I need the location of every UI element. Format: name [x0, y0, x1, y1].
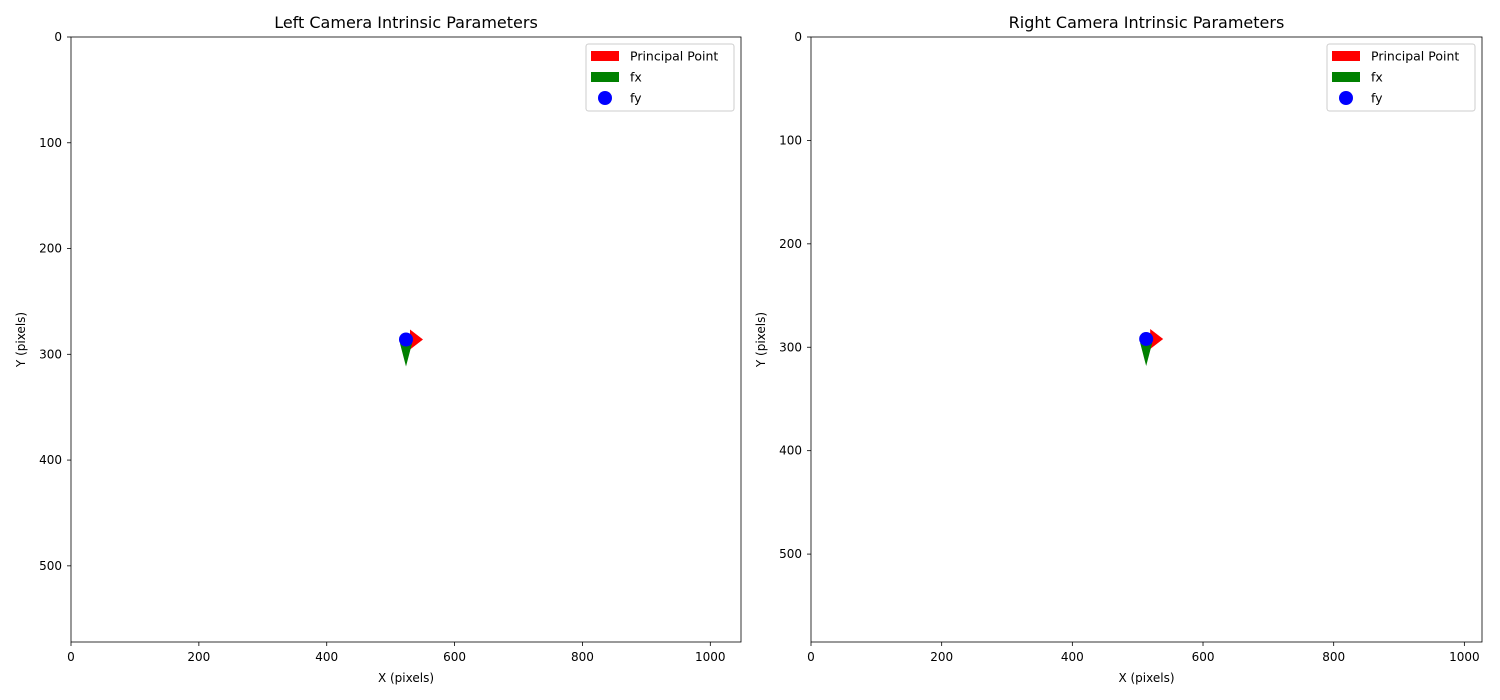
right-camera-fx-arrow: [1140, 338, 1153, 366]
left-camera-y-tick-label: 400: [39, 453, 62, 467]
right-camera-legend-swatch-fx: [1332, 72, 1360, 82]
right-camera-panel: 0 200 400 600 800 1000 0 100 200 300 400 500 X (pixe…: [754, 13, 1483, 685]
left-camera-legend-label: fx: [630, 70, 642, 85]
right-camera-legend-label: fx: [1371, 70, 1383, 85]
right-camera-chart-title: Right Camera Intrinsic Parameters: [1009, 13, 1285, 32]
left-camera-x-axis-label: X (pixels): [378, 671, 434, 685]
right-camera-legend-box: [1326, 43, 1476, 112]
right-camera-x-tick-label: 800: [1322, 650, 1345, 664]
right-camera-y-tick-label: 100: [779, 133, 802, 147]
left-camera-fy-point: [399, 332, 413, 347]
left-camera-y-tick-label: 0: [54, 30, 62, 44]
right-camera-legend: Principal Point fx fy: [1326, 43, 1476, 112]
right-camera-fy-point: [1139, 331, 1154, 346]
right-camera-x-axis-label: X (pixels): [1118, 671, 1174, 685]
right-camera-y-tick-label: 300: [779, 340, 802, 354]
left-camera-chart-title: Left Camera Intrinsic Parameters: [274, 13, 538, 32]
right-camera-y-tick-label: 0: [794, 30, 802, 44]
left-camera-x-tick-label: 800: [571, 650, 594, 664]
right-camera-y-axis-label: Y (pixels): [754, 312, 768, 368]
left-camera-y-tick-label: 100: [39, 136, 62, 150]
right-camera-legend-label: fy: [1371, 91, 1383, 106]
right-camera-x-tick-label: 1000: [1449, 650, 1480, 664]
right-camera-y-tick-label: 400: [779, 444, 802, 458]
left-camera-legend-label: fy: [630, 91, 642, 106]
left-camera-x-tick-label: 1000: [695, 650, 726, 664]
right-camera-y-tick-label: 200: [779, 237, 802, 251]
left-camera-x-tick-label: 200: [187, 650, 210, 664]
right-camera-x-tick-label: 0: [807, 650, 815, 664]
left-camera-y-tick-label: 300: [39, 347, 62, 361]
left-camera-fx-arrow: [400, 339, 412, 367]
right-camera-legend-label: Principal Point: [1371, 49, 1459, 64]
right-camera-x-tick-label: 200: [930, 650, 953, 664]
left-camera-x-tick-label: 0: [67, 650, 75, 664]
right-camera-axes-frame: [810, 36, 1483, 643]
left-camera-y-tick-label: 500: [39, 559, 62, 573]
left-camera-legend-box: [585, 43, 735, 112]
left-camera-panel: 0 200 400 600 800 1000 0 100 200 300 400 500 X (pixe…: [14, 13, 742, 685]
left-camera-x-tick-label: 400: [315, 650, 338, 664]
left-camera-legend-swatch-fy: [598, 91, 612, 105]
right-camera-legend-swatch-principal-point: [1332, 51, 1360, 61]
left-camera-legend-label: Principal Point: [630, 49, 718, 64]
left-camera-y-axis-label: Y (pixels): [14, 312, 28, 368]
left-camera-y-tick-label: 200: [39, 242, 62, 256]
left-camera-legend: Principal Point fx fy: [585, 43, 735, 112]
right-camera-x-tick-label: 600: [1192, 650, 1215, 664]
right-camera-x-tick-label: 400: [1061, 650, 1084, 664]
left-camera-axes-frame: [70, 36, 742, 643]
left-camera-x-tick-label: 600: [443, 650, 466, 664]
right-camera-y-tick-label: 500: [779, 547, 802, 561]
left-camera-legend-swatch-principal-point: [591, 51, 619, 61]
left-camera-legend-swatch-fx: [591, 72, 619, 82]
right-camera-legend-swatch-fy: [1339, 91, 1353, 105]
